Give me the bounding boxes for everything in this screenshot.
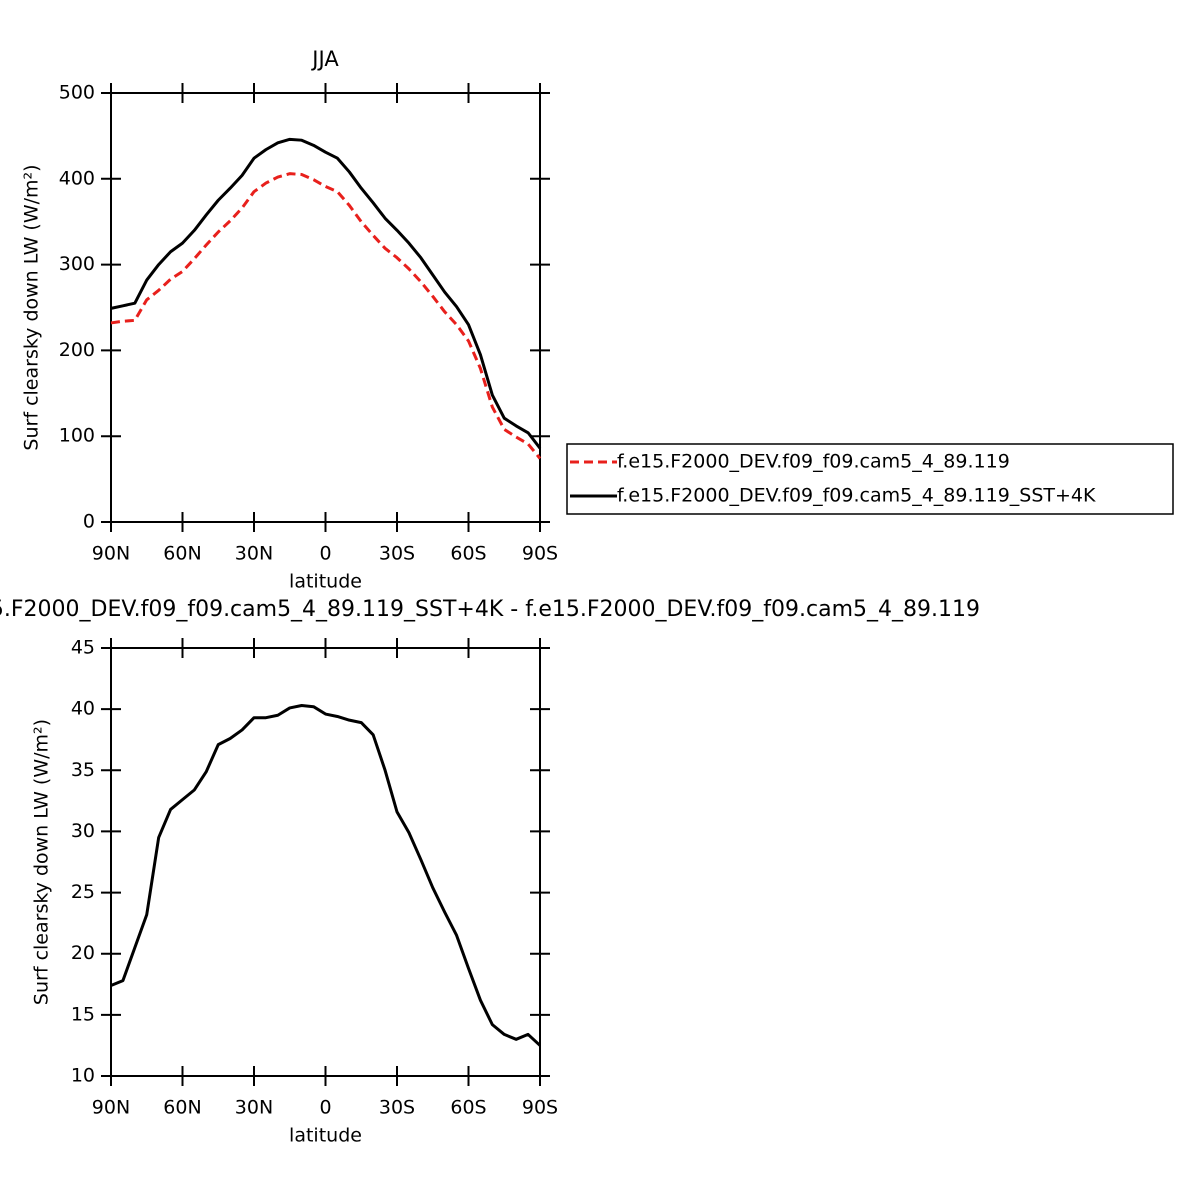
x-tick-label: 60S — [450, 543, 486, 565]
x-tick-label: 60N — [163, 543, 201, 565]
chart-title: JJA — [310, 47, 339, 71]
plot-frame — [110, 92, 541, 523]
x-axis-label: latitude — [289, 1125, 362, 1147]
x-axis-label: latitude — [289, 571, 362, 593]
x-tick-label: 90S — [522, 1097, 558, 1119]
y-tick-label: 0 — [83, 511, 95, 533]
y-tick-label: 35 — [71, 759, 95, 781]
y-tick-label: 400 — [59, 167, 95, 189]
chart-title: f.e15.F2000_DEV.f09_f09.cam5_4_89.119_SS… — [0, 597, 980, 622]
y-tick-label: 500 — [59, 82, 95, 104]
y-tick-label: 45 — [71, 637, 95, 659]
y-tick-label: 100 — [59, 425, 95, 447]
data-line — [110, 703, 542, 1047]
y-tick-label: 20 — [71, 942, 95, 964]
x-tick-label: 90N — [92, 1097, 130, 1119]
y-tick-label: 300 — [59, 253, 95, 275]
y-axis-label: Surf clearsky down LW (W/m²) — [21, 164, 43, 450]
x-tick-label: 90N — [92, 543, 130, 565]
x-tick-label: 30S — [379, 1097, 415, 1119]
legend-box — [566, 443, 1174, 515]
x-tick-label: 30N — [235, 1097, 273, 1119]
x-tick-label: 0 — [319, 543, 331, 565]
y-tick-label: 25 — [71, 881, 95, 903]
x-tick-label: 90S — [522, 543, 558, 565]
y-tick-label: 30 — [71, 820, 95, 842]
data-line — [110, 172, 542, 460]
x-tick-label: 30S — [379, 543, 415, 565]
y-tick-label: 15 — [71, 1003, 95, 1025]
x-tick-label: 0 — [319, 1097, 331, 1119]
x-tick-label: 60S — [450, 1097, 486, 1119]
data-line — [110, 137, 542, 450]
y-tick-label: 200 — [59, 339, 95, 361]
legend-label: f.e15.F2000_DEV.f09_f09.cam5_4_89.119_SS… — [617, 485, 1096, 507]
y-tick-label: 10 — [71, 1065, 95, 1087]
y-tick-label: 40 — [71, 698, 95, 720]
x-tick-label: 60N — [163, 1097, 201, 1119]
x-tick-label: 30N — [235, 543, 273, 565]
legend-label: f.e15.F2000_DEV.f09_f09.cam5_4_89.119 — [617, 451, 1010, 473]
plot-frame — [110, 647, 541, 1077]
y-axis-label: Surf clearsky down LW (W/m²) — [31, 719, 53, 1005]
